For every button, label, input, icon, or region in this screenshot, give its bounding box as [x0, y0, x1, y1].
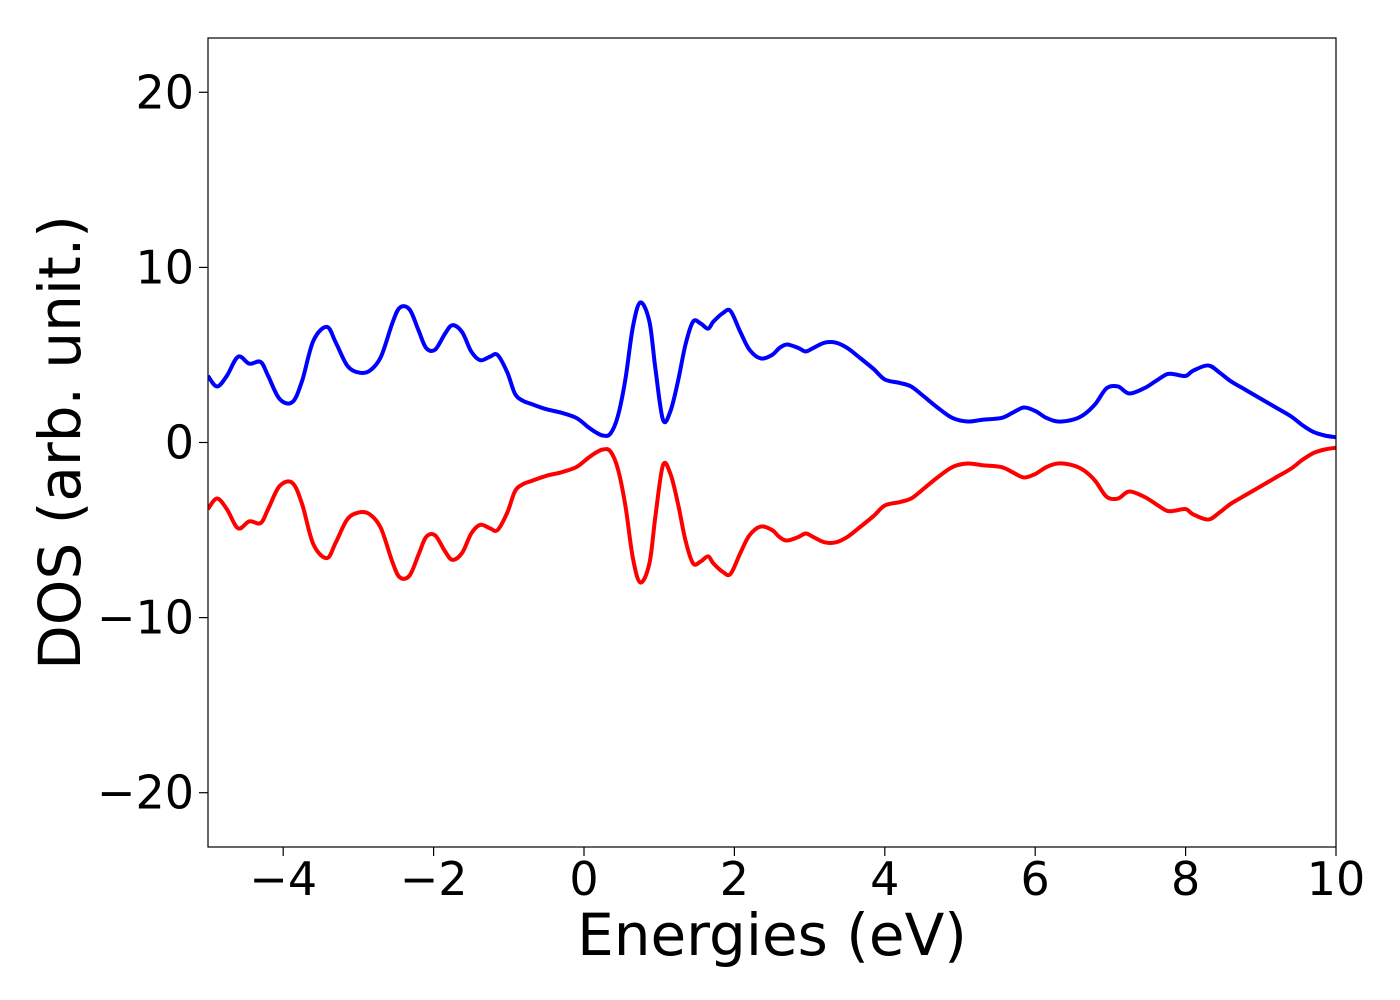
y-tick-label: −10	[97, 591, 194, 645]
x-tick-label: −4	[249, 852, 317, 906]
x-tick-label: 4	[870, 852, 899, 906]
y-tick-label: 20	[135, 65, 194, 119]
x-tick-label: 8	[1171, 852, 1200, 906]
y-tick-label: −20	[97, 766, 194, 820]
x-axis: −4 −2 0 2 4 6 8 10	[249, 847, 1365, 906]
y-axis: −20 −10 0 10 20	[97, 65, 208, 820]
x-tick-label: 2	[720, 852, 749, 906]
x-tick-label: 0	[569, 852, 598, 906]
x-tick-label: 6	[1021, 852, 1050, 906]
y-tick-label: 0	[165, 416, 194, 470]
y-axis-title: DOS (arb. unit.)	[26, 215, 94, 670]
series-line-red	[208, 445, 1336, 585]
plot-area	[208, 300, 1336, 585]
y-tick-label: 10	[135, 240, 194, 294]
series-line-blue	[208, 300, 1336, 440]
x-tick-label: 10	[1307, 852, 1366, 906]
x-tick-label: −2	[400, 852, 468, 906]
x-axis-title: Energies (eV)	[577, 901, 967, 969]
